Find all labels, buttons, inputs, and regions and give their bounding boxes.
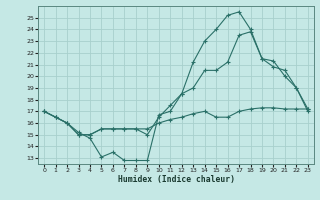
X-axis label: Humidex (Indice chaleur): Humidex (Indice chaleur) bbox=[117, 175, 235, 184]
